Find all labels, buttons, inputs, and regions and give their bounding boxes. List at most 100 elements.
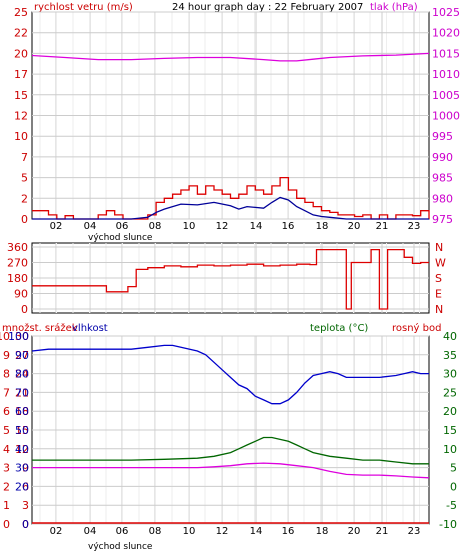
pressure-y-tick-label: 1005 <box>432 89 460 102</box>
compass-tick-label: E <box>435 288 442 301</box>
temperature-y-tick-label: 10 <box>443 443 457 456</box>
climate-panel-x-tick-label: 16 <box>282 526 295 537</box>
temperature-y-tick-label: 40 <box>443 330 457 343</box>
temperature-y-tick-label: 25 <box>443 386 457 399</box>
temperature-y-tick-label: -10 <box>439 518 457 531</box>
direction-y-tick-label: 0 <box>21 303 28 316</box>
wind-panel-x-tick-label: 14 <box>250 221 263 232</box>
climate-panel-x-tick-label: 08 <box>149 526 162 537</box>
rain-y-tick-label: 3 <box>3 462 10 475</box>
climate-panel-x-tick-label: 23 <box>408 526 421 537</box>
compass-tick-label: S <box>435 272 442 285</box>
climate-panel-x-tick-label: 02 <box>50 526 63 537</box>
rain-y-tick-label: 0 <box>3 518 10 531</box>
humidity-y-tick-label: 0 <box>22 518 29 531</box>
rain-y-tick-label: 9 <box>3 349 10 362</box>
wind-panel-x-tick-label: 12 <box>216 221 229 232</box>
wind-y-tick-label: 20 <box>14 47 28 60</box>
humidity-percent-tick-label: 30 <box>15 462 29 475</box>
humidity-percent-tick-label: 90 <box>15 349 29 362</box>
rain-y-tick-label: 6 <box>3 405 10 418</box>
rain-y-tick-label: 4 <box>3 443 10 456</box>
humidity-y-tick-label: 6 <box>22 480 29 493</box>
wind-panel-x-tick-label: 04 <box>84 221 97 232</box>
humidity-y-tick-label: 21 <box>15 386 29 399</box>
pressure-y-tick-label: 995 <box>432 130 453 143</box>
wind-panel-x-tick-label: 02 <box>50 221 63 232</box>
humidity-percent-tick-label: 40 <box>15 443 29 456</box>
humidity-percent-tick-label: 70 <box>15 386 29 399</box>
pressure-y-tick-label: 1010 <box>432 68 460 81</box>
wind-y-tick-label: 10 <box>14 130 28 143</box>
climate-panel-x-tick-label: 21 <box>376 526 389 537</box>
wind-panel-x-tick-label: 08 <box>149 221 162 232</box>
humidity-y-tick-label: 27 <box>15 349 29 362</box>
pressure-y-tick-label: 1000 <box>432 110 460 123</box>
compass-tick-label: N <box>435 303 443 316</box>
climate-panel-x-tick-label: 20 <box>348 526 361 537</box>
wind-y-tick-label: 0 <box>21 213 28 226</box>
humidity-y-tick-label: 3 <box>22 499 29 512</box>
wind-y-tick-label: 2 <box>21 192 28 205</box>
wind-y-tick-label: 12 <box>14 110 28 123</box>
rain-y-tick-label: 2 <box>3 480 10 493</box>
humidity-y-tick-label: 24 <box>15 368 29 381</box>
compass-tick-label: W <box>435 257 446 270</box>
series-line-direction <box>32 248 429 310</box>
wind-y-tick-label: 17 <box>14 68 28 81</box>
climate-panel-x-tick-label: 10 <box>183 526 196 537</box>
temperature-y-tick-label: 0 <box>450 480 457 493</box>
temperature-axis-title: teplota (°C) <box>310 323 368 334</box>
wind-y-tick-label: 7 <box>21 151 28 164</box>
climate-panel-x-tick-label: 14 <box>250 526 263 537</box>
climate-panel-x-tick-label: 06 <box>116 526 129 537</box>
pressure-y-tick-label: 985 <box>432 172 453 185</box>
temperature-y-tick-label: -5 <box>446 499 457 512</box>
temperature-y-tick-label: 20 <box>443 405 457 418</box>
rain-y-tick-label: 5 <box>3 424 10 437</box>
wind-panel-x-tick-label: 18 <box>316 221 329 232</box>
humidity-y-tick-label: 30 <box>15 330 29 343</box>
pressure-y-tick-label: 975 <box>432 213 453 226</box>
rain-axis-title: množst. srážek <box>2 322 78 334</box>
wind-panel-x-tick-label: 20 <box>348 221 361 232</box>
rain-y-tick-label: 8 <box>3 368 10 381</box>
rain-y-tick-label: 7 <box>3 386 10 399</box>
climate-panel-x-tick-label: 12 <box>216 526 229 537</box>
humidity-percent-tick-label: 60 <box>15 405 29 418</box>
temperature-y-tick-label: 15 <box>443 424 457 437</box>
series-line-pressure <box>31 52 430 62</box>
pressure-axis-title: tlak (hPa) <box>370 2 418 13</box>
humidity-percent-tick-label: 20 <box>15 480 29 493</box>
rain-y-tick-label: 10 <box>0 330 10 343</box>
wind-panel-x-tick-label: 16 <box>282 221 295 232</box>
wind-y-tick-label: 22 <box>14 27 28 40</box>
humidity-y-tick-label: 18 <box>15 405 29 418</box>
pressure-y-tick-label: 1020 <box>432 27 460 40</box>
wind-axis-title: rychlost vetru (m/s) <box>34 2 133 13</box>
direction-y-tick-label: 90 <box>14 288 28 301</box>
compass-tick-label: N <box>435 241 443 254</box>
sunrise-label-top: východ slunce <box>88 233 153 243</box>
rain-y-tick-label: 1 <box>3 499 10 512</box>
temperature-y-tick-label: 30 <box>443 368 457 381</box>
humidity-y-tick-label: 12 <box>15 443 29 456</box>
humidity-percent-tick-label: 80 <box>15 368 29 381</box>
direction-y-tick-label: 270 <box>7 257 28 270</box>
humidity-y-tick-label: 9 <box>22 462 29 475</box>
wind-panel-x-tick-label: 10 <box>183 221 196 232</box>
pressure-y-tick-label: 990 <box>432 151 453 164</box>
wind-panel-x-tick-label: 06 <box>116 221 129 232</box>
wind-y-tick-label: 25 <box>14 6 28 19</box>
wind-panel-x-tick-label: 23 <box>408 221 421 232</box>
climate-panel-x-tick-label: 18 <box>316 526 329 537</box>
dewpoint-axis-title: rosný bod <box>392 322 441 334</box>
wind-y-tick-label: 15 <box>14 89 28 102</box>
climate-panel-x-tick-label: 04 <box>84 526 97 537</box>
pressure-y-tick-label: 1015 <box>432 47 460 60</box>
pressure-y-tick-label: 1025 <box>432 6 460 19</box>
wind-panel-x-tick-label: 21 <box>376 221 389 232</box>
series-line-wind_avg <box>32 196 429 220</box>
